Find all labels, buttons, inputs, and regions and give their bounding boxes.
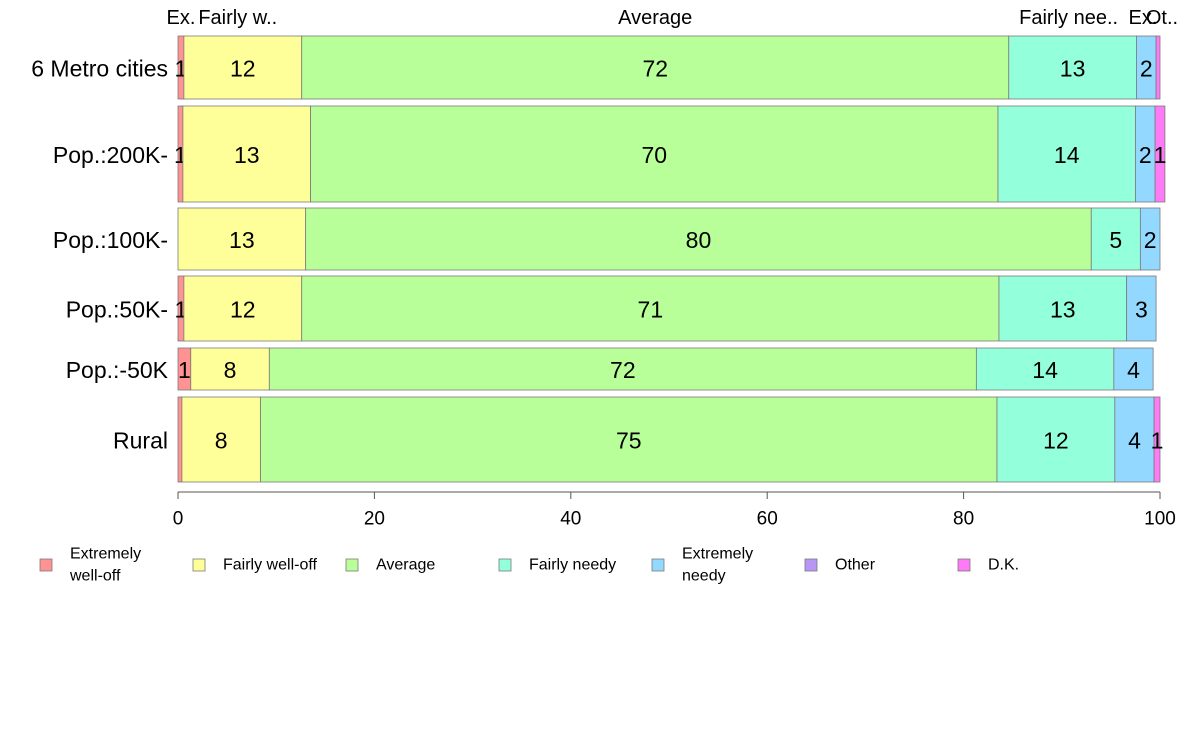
- category-label: Pop.:200K-: [53, 142, 168, 168]
- bar-segment: [177, 207, 307, 271]
- bar-segment: [177, 396, 183, 483]
- data-label: 3: [1135, 297, 1148, 323]
- bar-segment: [997, 105, 1136, 203]
- data-label: 75: [616, 428, 642, 454]
- legend-swatch: [804, 558, 818, 572]
- legend-label: well-off: [69, 568, 121, 585]
- x-tick-label: 80: [953, 509, 974, 530]
- data-label: 2: [1139, 142, 1152, 168]
- bar-segment: [1155, 35, 1161, 100]
- data-label: 5: [1109, 227, 1122, 253]
- data-label: 2: [1144, 227, 1157, 253]
- legend-swatch: [498, 558, 512, 572]
- bar-segment: [1114, 396, 1155, 483]
- data-label: 72: [642, 56, 668, 82]
- data-label: 8: [224, 357, 237, 383]
- bar-segment: [301, 275, 1000, 342]
- data-label: 12: [230, 56, 256, 82]
- legend-label: Other: [835, 557, 876, 574]
- bar-segment: [268, 347, 977, 391]
- data-label: 1: [1154, 142, 1167, 168]
- legend-label: Extremely: [70, 546, 141, 563]
- bar-segment: [182, 105, 311, 203]
- bar-segment: [1008, 35, 1137, 100]
- top-segment-label: Average: [618, 7, 692, 29]
- legend-label: Fairly needy: [529, 557, 616, 574]
- data-label: 8: [215, 428, 228, 454]
- bar-segment: [183, 35, 303, 100]
- legend-label: D.K.: [988, 557, 1019, 574]
- data-label: 4: [1127, 357, 1140, 383]
- legend-swatch: [192, 558, 206, 572]
- x-tick-label: 20: [364, 509, 385, 530]
- category-label: Pop.:-50K: [66, 357, 169, 383]
- data-label: 12: [1043, 428, 1069, 454]
- data-label: 13: [1060, 56, 1086, 82]
- bar-segment: [1139, 207, 1161, 271]
- top-segment-label: Fairly nee..: [1019, 7, 1118, 29]
- bar-segment: [975, 347, 1115, 391]
- legend-label: needy: [682, 568, 726, 585]
- data-label: 71: [638, 297, 664, 323]
- bar-segment: [260, 396, 998, 483]
- category-label: 6 Metro cities: [31, 56, 168, 82]
- legend-swatch: [39, 558, 53, 572]
- data-label: 2: [1140, 56, 1153, 82]
- data-label: 1: [178, 357, 191, 383]
- data-label: 13: [1050, 297, 1076, 323]
- legend-label: Average: [376, 557, 435, 574]
- data-label: 14: [1054, 142, 1080, 168]
- category-label: Pop.:50K-: [66, 297, 168, 323]
- x-tick-label: 40: [560, 509, 581, 530]
- data-label: 70: [641, 142, 667, 168]
- data-label: 72: [610, 357, 636, 383]
- bar-segment: [181, 396, 261, 483]
- top-segment-label: Fairly w..: [198, 7, 277, 29]
- data-label: 14: [1032, 357, 1058, 383]
- top-segment-label: Ot..: [1146, 7, 1178, 29]
- data-label: 80: [686, 227, 712, 253]
- bar-segment: [183, 275, 303, 342]
- bar-segment: [1154, 105, 1166, 203]
- bar-segment: [1090, 207, 1141, 271]
- legend-swatch: [957, 558, 971, 572]
- data-label: 1: [1151, 428, 1164, 454]
- x-tick-label: 100: [1144, 509, 1176, 530]
- x-tick-label: 60: [757, 509, 778, 530]
- legend-label: Fairly well-off: [223, 557, 318, 574]
- legend-swatch: [345, 558, 359, 572]
- top-segment-label: Ex.: [166, 7, 195, 29]
- data-label: 4: [1128, 428, 1141, 454]
- bar-segment: [1113, 347, 1154, 391]
- bar-segment: [1126, 275, 1157, 342]
- data-label: 13: [229, 227, 255, 253]
- top-segment-label: Ex.: [1129, 7, 1158, 29]
- bar-segment: [305, 207, 1092, 271]
- legend-swatch: [651, 558, 665, 572]
- data-label: 13: [234, 142, 260, 168]
- x-tick-label: 0: [173, 509, 184, 530]
- data-label: 12: [230, 297, 256, 323]
- legend-label: Extremely: [682, 546, 753, 563]
- bar-segment: [1153, 396, 1161, 483]
- bar-segment: [998, 275, 1128, 342]
- category-label: Pop.:100K-: [53, 227, 168, 253]
- category-label: Rural: [113, 428, 168, 454]
